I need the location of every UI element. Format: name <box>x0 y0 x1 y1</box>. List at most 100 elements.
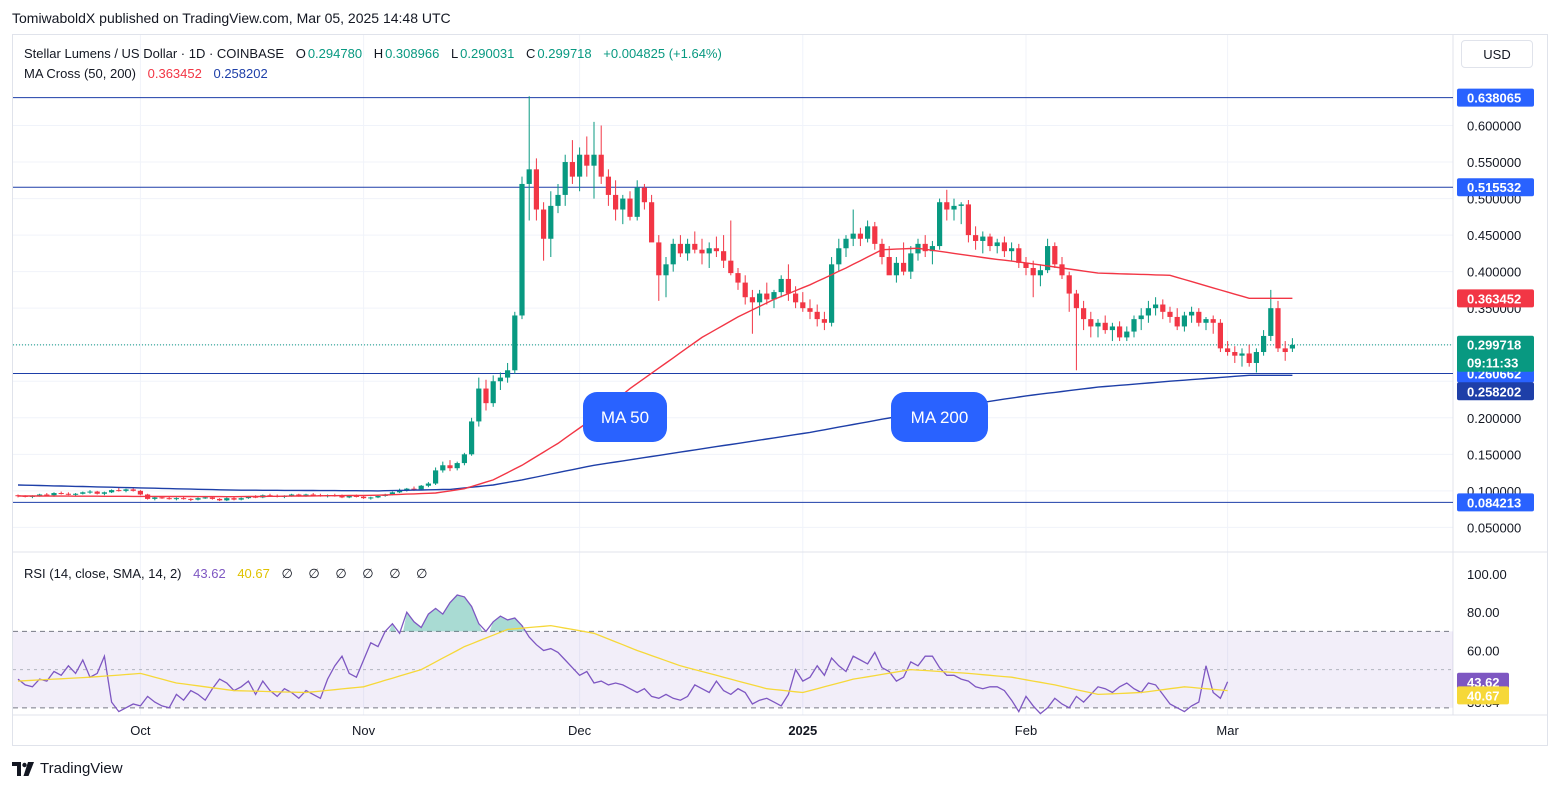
candle-body <box>238 498 244 500</box>
candle-body <box>188 498 194 500</box>
candle-body <box>634 187 640 217</box>
annotation-label: MA 50 <box>601 408 649 427</box>
ma50-line <box>18 247 1293 498</box>
candle-body <box>490 381 496 404</box>
candle-body <box>73 493 79 495</box>
candle-body <box>361 496 367 499</box>
last-price-tag-bg <box>1457 335 1534 372</box>
rsi-band <box>13 631 1453 708</box>
candle-body <box>1217 322 1223 349</box>
candle-body <box>224 498 230 501</box>
rsi-label: RSI (14, close, SMA, 14, 2) <box>24 566 182 581</box>
candle-body <box>512 315 518 371</box>
candle-body <box>1138 315 1144 320</box>
rsi-tick-label: 60.00 <box>1467 643 1500 658</box>
last-price-tag: 0.299718 <box>1467 338 1521 353</box>
candle-body <box>706 248 712 254</box>
candle-body <box>922 243 928 252</box>
candle-body <box>685 243 691 254</box>
candle-body <box>656 242 662 276</box>
candle-body <box>893 262 899 276</box>
open-label: O <box>295 46 306 61</box>
annotation-bubble <box>891 392 988 442</box>
close-label: C <box>526 46 536 61</box>
price-tick-label: 0.200000 <box>1467 411 1521 426</box>
candle-body <box>1081 308 1087 320</box>
candle-body <box>713 248 719 252</box>
rsi-sma-value: 40.67 <box>237 566 270 581</box>
tradingview-logo[interactable]: TradingView <box>12 760 123 777</box>
candle-body <box>289 494 295 496</box>
candle-body <box>94 491 100 494</box>
open-value: 0.294780 <box>307 46 363 61</box>
candle-body <box>447 465 453 469</box>
candle-body <box>461 454 467 464</box>
candle-body <box>404 488 410 491</box>
ma50-value: 0.363452 <box>147 66 202 81</box>
candle-body <box>1095 322 1101 327</box>
candle-body <box>850 233 856 239</box>
candle-body <box>1045 246 1051 271</box>
candle-body <box>454 463 460 469</box>
candle-body <box>310 494 316 496</box>
chart-frame[interactable] <box>12 34 1548 746</box>
time-tick-label: Feb <box>1015 723 1037 738</box>
low-label: L <box>450 46 459 61</box>
candle-body <box>1167 311 1173 317</box>
candle-body <box>1145 308 1151 316</box>
candle-body <box>339 495 345 498</box>
candle-body <box>1059 264 1065 276</box>
candle-body <box>1153 304 1159 309</box>
candle-body <box>929 246 935 252</box>
candle-body <box>598 154 604 177</box>
candle-body <box>375 495 381 498</box>
candle-body <box>159 497 165 499</box>
candle-body <box>908 253 914 272</box>
rsi-tick-label: 80.00 <box>1467 605 1500 620</box>
candle-body <box>483 388 489 404</box>
candle-body <box>1073 293 1079 309</box>
candle-body <box>987 236 993 247</box>
candle-body <box>1239 353 1245 356</box>
candle-body <box>80 492 86 494</box>
annotation-label: MA 200 <box>911 408 969 427</box>
candle-body <box>728 260 734 274</box>
candle-body <box>1225 348 1231 353</box>
high-label: H <box>373 46 384 61</box>
currency-button[interactable]: USD <box>1461 40 1533 68</box>
candle-body <box>807 308 813 312</box>
candle-body <box>1037 270 1043 276</box>
candle-body <box>944 202 950 210</box>
candle-body <box>577 154 583 177</box>
annotation-bubble <box>583 392 667 442</box>
candle-body <box>101 492 107 494</box>
candle-body <box>368 497 374 499</box>
level-tag: 0.084213 <box>1467 495 1521 510</box>
candle-body <box>1052 246 1058 265</box>
candle-body <box>829 264 835 323</box>
candle-body <box>973 235 979 241</box>
candle-body <box>1268 308 1274 336</box>
ma200-line <box>17 374 1293 492</box>
candle-body <box>785 278 791 294</box>
candle-body <box>742 282 748 298</box>
candle-body <box>548 205 554 239</box>
candle-body <box>757 293 763 303</box>
candle-body <box>1181 315 1187 327</box>
candle-body <box>116 490 122 492</box>
level-tag-bg <box>1457 88 1534 107</box>
ma50-price-tag-bg <box>1457 289 1534 308</box>
candle-body <box>1001 242 1007 252</box>
rsi-line <box>17 594 1229 715</box>
candle-body <box>1232 352 1238 356</box>
candle-body <box>865 226 871 239</box>
candle-body <box>965 204 971 236</box>
candle-body <box>569 162 575 177</box>
candle-body <box>433 470 439 484</box>
rsi-sma-line <box>17 624 1228 696</box>
rsi-sma-tag: 40.67 <box>1467 688 1500 703</box>
ma50-price-tag: 0.363452 <box>1467 291 1521 306</box>
candle-body <box>137 490 143 495</box>
time-tick-label: 2025 <box>788 723 817 738</box>
